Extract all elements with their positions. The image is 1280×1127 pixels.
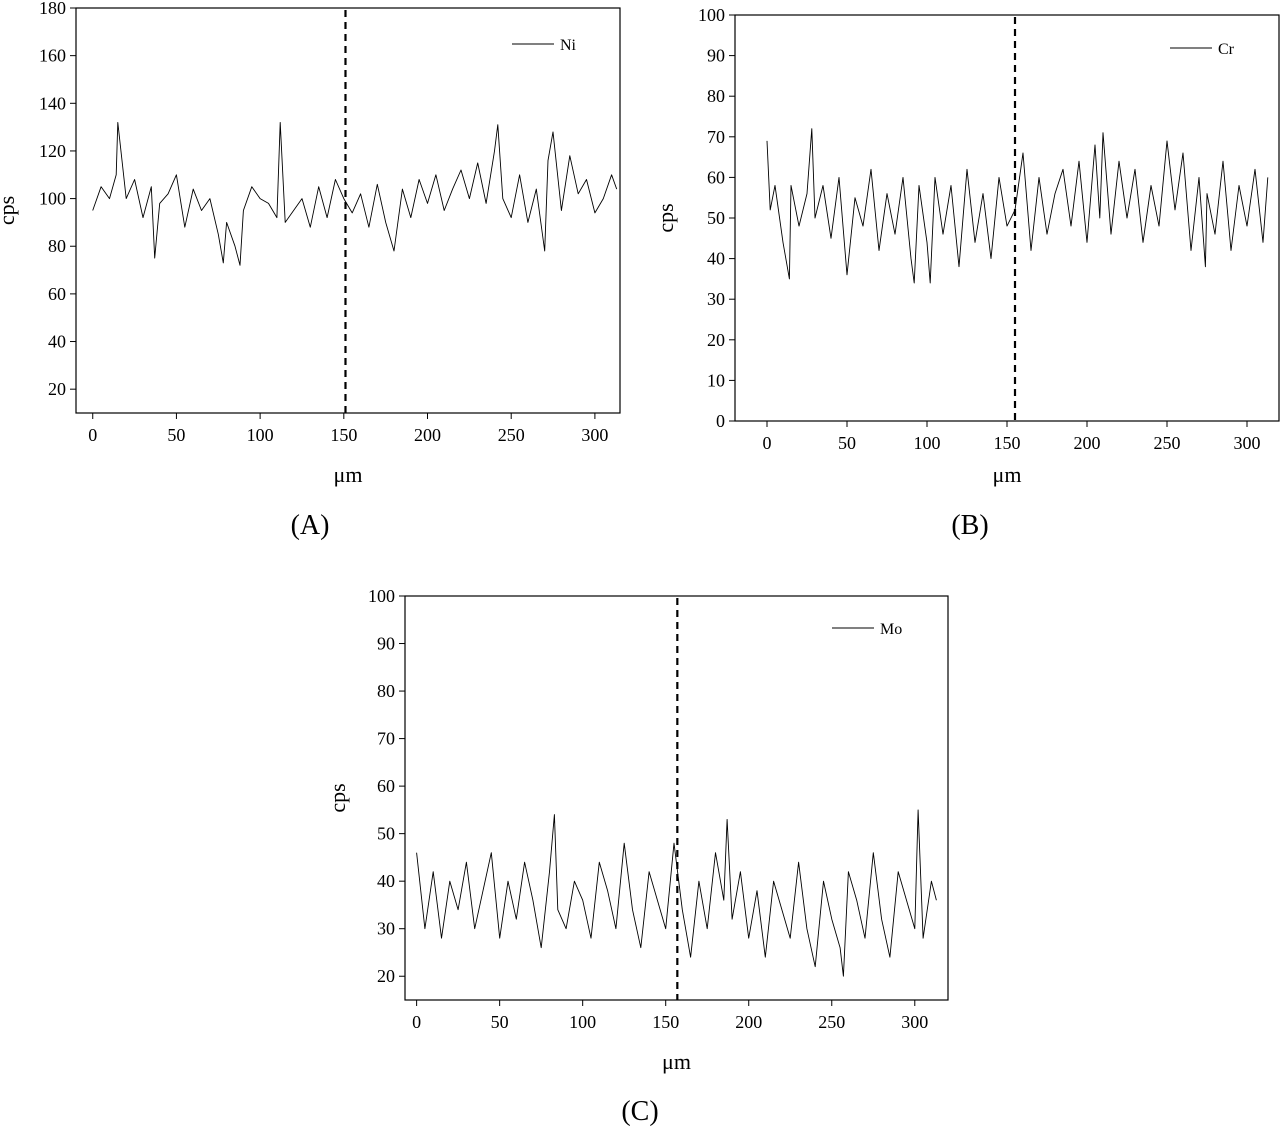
x-tick-label: 250 [818,1012,845,1032]
x-tick-label: 50 [167,425,185,445]
y-tick-label: 120 [39,141,66,161]
panel-label: (B) [951,510,988,541]
y-tick-label: 80 [48,236,66,256]
legend-label: Mo [880,621,902,638]
y-tick-label: 0 [716,411,725,431]
y-tick-label: 60 [707,167,725,187]
y-tick-label: 100 [698,5,725,25]
x-tick-label: 250 [498,425,525,445]
chart-panel-1: 0 50 100 150 200 250 300 20 40 60 80 100 120 140 160 18… [0,0,621,541]
x-tick-label: 300 [581,425,608,445]
y-tick-label: 40 [707,249,725,269]
x-tick-label: 250 [1154,433,1181,453]
x-tick-label: 200 [735,1012,762,1032]
x-tick-label: 200 [414,425,441,445]
y-tick-label: 180 [39,0,66,18]
x-tick-label: 100 [569,1012,596,1032]
y-tick-label: 140 [39,93,66,113]
y-tick-label: 100 [39,189,66,209]
y-tick-label: 60 [377,776,395,796]
x-tick-label: 0 [88,425,97,445]
y-tick-label: 20 [48,379,66,399]
y-tick-label: 40 [377,871,395,891]
panel-label: (C) [621,1096,658,1127]
y-tick-label: 60 [48,284,66,304]
y-tick-label: 90 [377,634,395,654]
x-tick-label: 0 [763,433,772,453]
y-tick-label: 90 [707,46,725,66]
y-tick-label: 50 [707,208,725,228]
y-tick-label: 160 [39,46,66,66]
x-axis-label: μm [662,1049,691,1074]
x-tick-label: 150 [652,1012,679,1032]
y-axis-label: cps [653,203,678,232]
y-tick-label: 10 [707,370,725,390]
x-tick-label: 50 [838,433,856,453]
panel-label: (A) [291,510,330,541]
x-axis-label: μm [334,462,363,487]
legend-label: Cr [1218,41,1235,58]
series-line-mo [416,809,937,977]
y-tick-label: 80 [707,86,725,106]
y-axis-label: cps [0,196,19,225]
plot-frame [734,14,1280,422]
series-line-ni [92,121,618,266]
legend-label: Ni [560,37,577,54]
x-tick-label: 300 [1234,433,1261,453]
y-axis-label: cps [325,783,350,812]
x-tick-label: 0 [412,1012,421,1032]
x-tick-label: 150 [330,425,357,445]
y-tick-label: 100 [368,586,395,606]
y-tick-label: 80 [377,681,395,701]
y-tick-label: 30 [377,919,395,939]
y-tick-label: 50 [377,824,395,844]
y-tick-label: 20 [707,330,725,350]
x-tick-label: 100 [914,433,941,453]
y-tick-label: 70 [707,127,725,147]
x-tick-label: 200 [1074,433,1101,453]
y-tick-label: 20 [377,966,395,986]
x-tick-label: 150 [994,433,1021,453]
x-axis-label: μm [993,462,1022,487]
y-tick-label: 70 [377,729,395,749]
chart-panel-3: 0 50 100 150 200 250 300 20 30 40 50 60 70 80 90 100 μm c… [325,586,949,1127]
x-tick-label: 100 [247,425,274,445]
x-tick-label: 50 [491,1012,509,1032]
x-tick-label: 300 [901,1012,928,1032]
series-line-cr [766,128,1269,284]
plot-frame [75,7,621,414]
y-tick-label: 30 [707,289,725,309]
chart-panel-2: 0 50 100 150 200 250 300 0 10 20 30 40 50 60 70 80 90 100… [653,5,1280,541]
y-tick-label: 40 [48,332,66,352]
